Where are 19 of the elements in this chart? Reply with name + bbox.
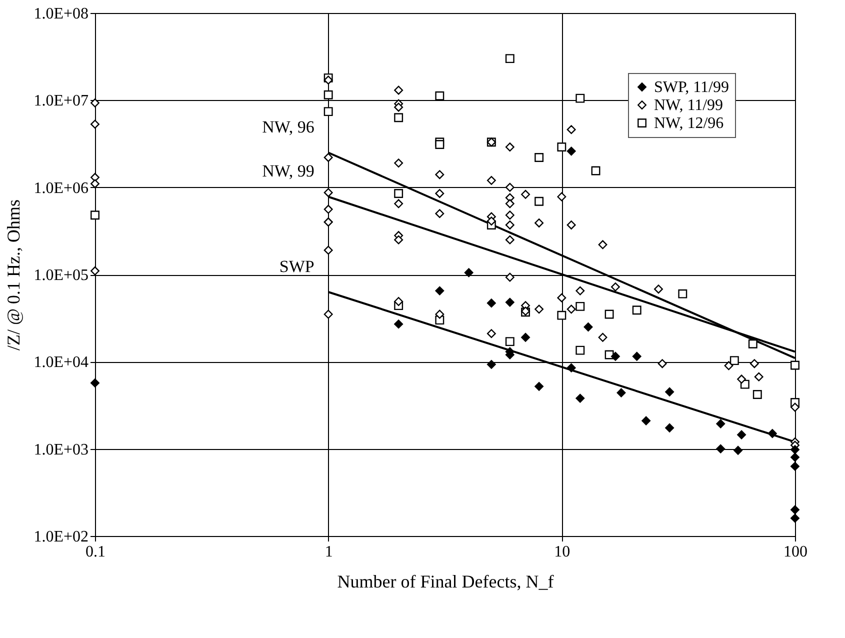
y-tick-label: 1.0E+08	[34, 6, 88, 22]
legend-label: NW, 11/99	[654, 97, 724, 114]
annotation: NW, 96	[262, 118, 314, 137]
y-tick-label: 1.0E+07	[34, 92, 88, 110]
x-tick-label: 100	[784, 544, 808, 560]
x-tick-label: 1	[324, 544, 333, 560]
y-tick-label: 1.0E+05	[34, 267, 88, 284]
y-axis-title: /Z/ @ 0.1 Hz., Ohms	[4, 199, 24, 351]
y-tick-label: 1.0E+03	[34, 441, 88, 458]
x-tick-label: 10	[554, 544, 570, 560]
y-tick-label: 1.0E+04	[34, 354, 88, 372]
x-axis-title: Number of Final Defects, N_f	[337, 572, 554, 592]
legend-label: SWP, 11/99	[654, 79, 729, 96]
annotation: SWP	[279, 256, 314, 276]
y-tick-label: 1.0E+02	[34, 528, 88, 546]
x-tick-label: 0.1	[86, 544, 106, 560]
annotation: NW, 99	[262, 162, 314, 181]
legend-label: NW, 12/96	[654, 115, 724, 132]
y-tick-label: 1.0E+06	[34, 180, 88, 197]
